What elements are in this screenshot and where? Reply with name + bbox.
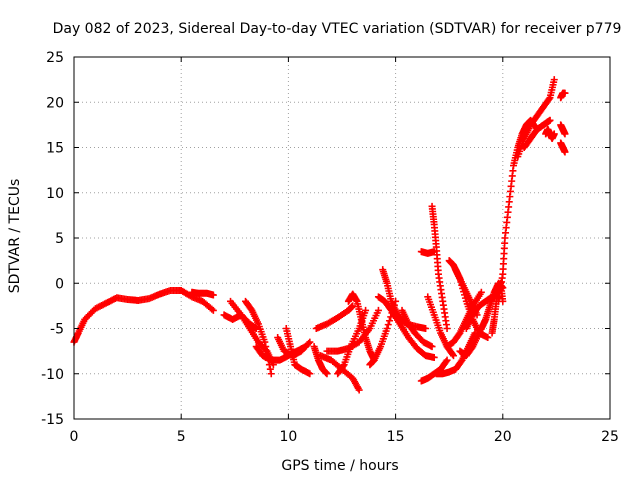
series-arc-16: [379, 266, 430, 332]
data-point: [458, 281, 466, 289]
data-point: [442, 357, 450, 365]
series-arc-30: [514, 76, 558, 161]
data-point: [209, 306, 217, 314]
data-point: [449, 352, 457, 360]
data-point: [546, 116, 554, 124]
x-tick-label: 25: [601, 429, 619, 445]
series-trend: [70, 286, 217, 346]
data-point: [374, 306, 382, 314]
x-tick-label: 0: [70, 429, 79, 445]
series-arc-10: [317, 352, 363, 394]
series-arc-12: [334, 306, 370, 378]
series-arc-21: [428, 202, 451, 332]
data-point: [385, 317, 393, 325]
series-arc-7: [282, 325, 314, 378]
series-arc-18: [417, 248, 438, 257]
series-arc-35: [557, 139, 569, 156]
y-tick-label: 5: [55, 231, 64, 247]
data-point: [477, 288, 485, 296]
data-point: [362, 306, 370, 314]
series-arc-33: [557, 89, 569, 102]
data-point: [355, 386, 363, 394]
data-point: [550, 76, 558, 84]
y-tick-label: 20: [46, 95, 64, 111]
data-point: [461, 294, 469, 302]
series-arc-1: [188, 288, 217, 299]
data-point: [456, 275, 464, 283]
y-tick-label: 10: [46, 186, 64, 202]
axis-ticks: 0 5 10 15 20 25 -15 -10 -5 0 5 10 15 20 25: [41, 50, 619, 445]
x-tick-label: 10: [279, 429, 297, 445]
data-point: [443, 325, 451, 332]
data-point: [443, 356, 451, 364]
data-point: [561, 148, 569, 156]
y-tick-label: 0: [55, 276, 64, 292]
y-tick-label: 25: [46, 50, 64, 66]
data-point: [305, 339, 313, 347]
data-point: [306, 370, 314, 378]
x-axis-label: GPS time / hours: [281, 458, 398, 474]
series-arc-15: [374, 293, 438, 361]
series-arc-9: [310, 343, 331, 378]
data-point: [430, 353, 438, 361]
data-point: [428, 343, 436, 351]
data-point: [545, 95, 553, 103]
data-point: [422, 325, 430, 332]
data-points: [70, 76, 569, 394]
series-arc-34: [557, 121, 569, 138]
y-tick-label: -10: [41, 367, 64, 383]
data-point: [266, 365, 274, 373]
series-arc-31: [520, 116, 554, 151]
data-point: [484, 334, 492, 342]
x-tick-label: 20: [494, 429, 512, 445]
y-tick-label: -5: [50, 322, 64, 338]
data-point: [384, 321, 392, 329]
data-point: [323, 370, 331, 378]
data-point: [208, 305, 216, 313]
series-arc-32: [542, 125, 558, 142]
data-point: [461, 291, 469, 299]
data-point: [339, 362, 347, 370]
series-arc-4: [242, 297, 275, 378]
data-point: [550, 130, 558, 138]
data-point: [459, 284, 467, 292]
series-arc-17: [398, 306, 436, 351]
data-point: [262, 343, 270, 351]
data-point: [457, 278, 465, 286]
data-point: [449, 350, 457, 358]
series-arc-8: [312, 302, 357, 332]
y-tick-label: -15: [41, 412, 64, 428]
y-axis-label: SDTVAR / TECUs: [7, 179, 23, 294]
x-tick-label: 15: [387, 429, 405, 445]
data-point: [209, 291, 217, 299]
data-point: [460, 288, 468, 296]
chart-title: Day 082 of 2023, Sidereal Day-to-day VTE…: [53, 21, 622, 37]
data-point: [261, 338, 269, 346]
data-point: [306, 338, 314, 346]
data-point: [561, 89, 569, 97]
data-point: [561, 130, 569, 138]
y-tick-label: 15: [46, 141, 64, 157]
data-point: [383, 325, 391, 332]
data-point: [267, 370, 275, 378]
x-tick-label: 5: [177, 429, 186, 445]
data-point: [263, 347, 271, 355]
